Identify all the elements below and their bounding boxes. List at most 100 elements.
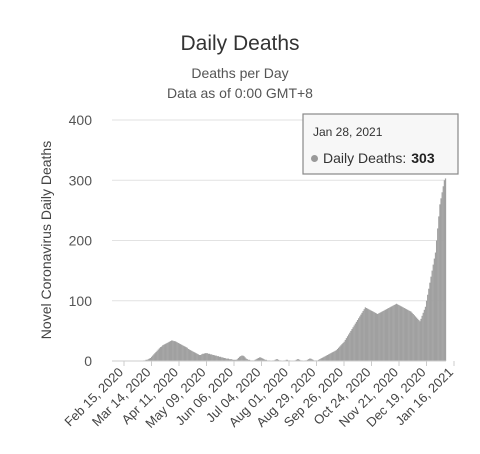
bar[interactable] <box>381 311 383 361</box>
bar[interactable] <box>331 352 333 361</box>
bar[interactable] <box>437 228 439 361</box>
bar[interactable] <box>348 334 350 361</box>
bar[interactable] <box>323 356 325 361</box>
bar[interactable] <box>296 359 299 361</box>
bar[interactable] <box>243 356 245 361</box>
bar[interactable] <box>350 330 352 362</box>
bar[interactable] <box>418 320 420 361</box>
bar[interactable] <box>388 307 390 361</box>
bar[interactable] <box>397 304 399 361</box>
bar[interactable] <box>223 357 225 361</box>
bar[interactable] <box>196 353 198 361</box>
bar[interactable] <box>195 353 197 361</box>
bar[interactable] <box>236 359 238 361</box>
bar[interactable] <box>353 325 355 361</box>
bar[interactable] <box>378 313 380 361</box>
bar[interactable] <box>369 309 371 361</box>
bar[interactable] <box>172 340 174 361</box>
bar[interactable] <box>261 357 263 361</box>
bar[interactable] <box>193 351 195 361</box>
bar[interactable] <box>201 354 203 361</box>
bar[interactable] <box>204 353 206 361</box>
bar[interactable] <box>320 358 322 361</box>
bar[interactable] <box>384 309 387 361</box>
bar[interactable] <box>225 358 227 361</box>
bar[interactable] <box>215 355 217 361</box>
bar[interactable] <box>188 349 191 361</box>
bar[interactable] <box>148 358 150 361</box>
bar[interactable] <box>242 355 244 361</box>
bar[interactable] <box>163 344 165 361</box>
bar[interactable] <box>393 304 395 361</box>
bar[interactable] <box>306 359 309 361</box>
bar[interactable] <box>332 351 334 361</box>
bar[interactable] <box>205 353 207 361</box>
bar[interactable] <box>374 312 377 361</box>
bar[interactable] <box>260 357 262 361</box>
bar[interactable] <box>191 350 193 361</box>
bar[interactable] <box>156 350 158 361</box>
bar[interactable] <box>386 308 389 361</box>
bar[interactable] <box>366 308 369 361</box>
bar[interactable] <box>410 311 412 361</box>
bar[interactable] <box>162 345 164 361</box>
bar[interactable] <box>439 204 441 361</box>
bar[interactable] <box>286 359 289 361</box>
bar[interactable] <box>263 359 265 361</box>
bar[interactable] <box>432 264 434 361</box>
bar[interactable] <box>146 359 148 361</box>
bar[interactable] <box>340 345 342 361</box>
bar[interactable] <box>255 359 257 361</box>
bar[interactable] <box>241 355 243 361</box>
bar[interactable] <box>174 341 176 361</box>
bar[interactable] <box>425 300 428 361</box>
bar[interactable] <box>147 359 149 361</box>
bar[interactable] <box>356 320 359 361</box>
bar[interactable] <box>371 310 373 361</box>
bar[interactable] <box>176 342 178 361</box>
bar[interactable] <box>168 341 171 361</box>
bar[interactable] <box>256 358 258 361</box>
bar[interactable] <box>311 359 313 361</box>
bar[interactable] <box>244 357 246 361</box>
bar[interactable] <box>186 347 188 361</box>
bar[interactable] <box>159 347 162 361</box>
bar[interactable] <box>221 357 223 361</box>
bar[interactable] <box>222 357 224 361</box>
bar[interactable] <box>231 359 233 361</box>
bar[interactable] <box>169 341 172 361</box>
bar[interactable] <box>361 312 363 361</box>
bar[interactable] <box>400 306 402 361</box>
bar[interactable] <box>149 357 152 361</box>
bar[interactable] <box>402 307 404 361</box>
bar[interactable] <box>319 359 321 361</box>
bar[interactable] <box>434 252 437 361</box>
bar[interactable] <box>404 308 407 361</box>
bar[interactable] <box>224 357 226 361</box>
bar[interactable] <box>173 341 175 361</box>
bar[interactable] <box>248 359 251 361</box>
bar-series-daily-deaths[interactable] <box>143 178 447 362</box>
bar[interactable] <box>407 309 409 361</box>
bar[interactable] <box>424 306 427 361</box>
bar[interactable] <box>258 357 261 361</box>
bar[interactable] <box>419 321 421 361</box>
bar[interactable] <box>341 344 343 361</box>
bar[interactable] <box>264 359 266 361</box>
bar[interactable] <box>414 316 417 361</box>
bar[interactable] <box>349 332 351 361</box>
bar[interactable] <box>175 341 177 361</box>
bar[interactable] <box>354 323 356 361</box>
bar[interactable] <box>187 348 189 361</box>
bar[interactable] <box>346 336 349 361</box>
bar[interactable] <box>194 352 196 361</box>
bar[interactable] <box>364 307 366 361</box>
bar[interactable] <box>254 359 256 361</box>
bar[interactable] <box>152 355 154 361</box>
bar[interactable] <box>409 310 411 361</box>
bar[interactable] <box>158 348 161 361</box>
bar[interactable] <box>167 342 169 361</box>
bar[interactable] <box>430 276 432 361</box>
bar[interactable] <box>428 288 430 361</box>
bar[interactable] <box>184 346 186 361</box>
